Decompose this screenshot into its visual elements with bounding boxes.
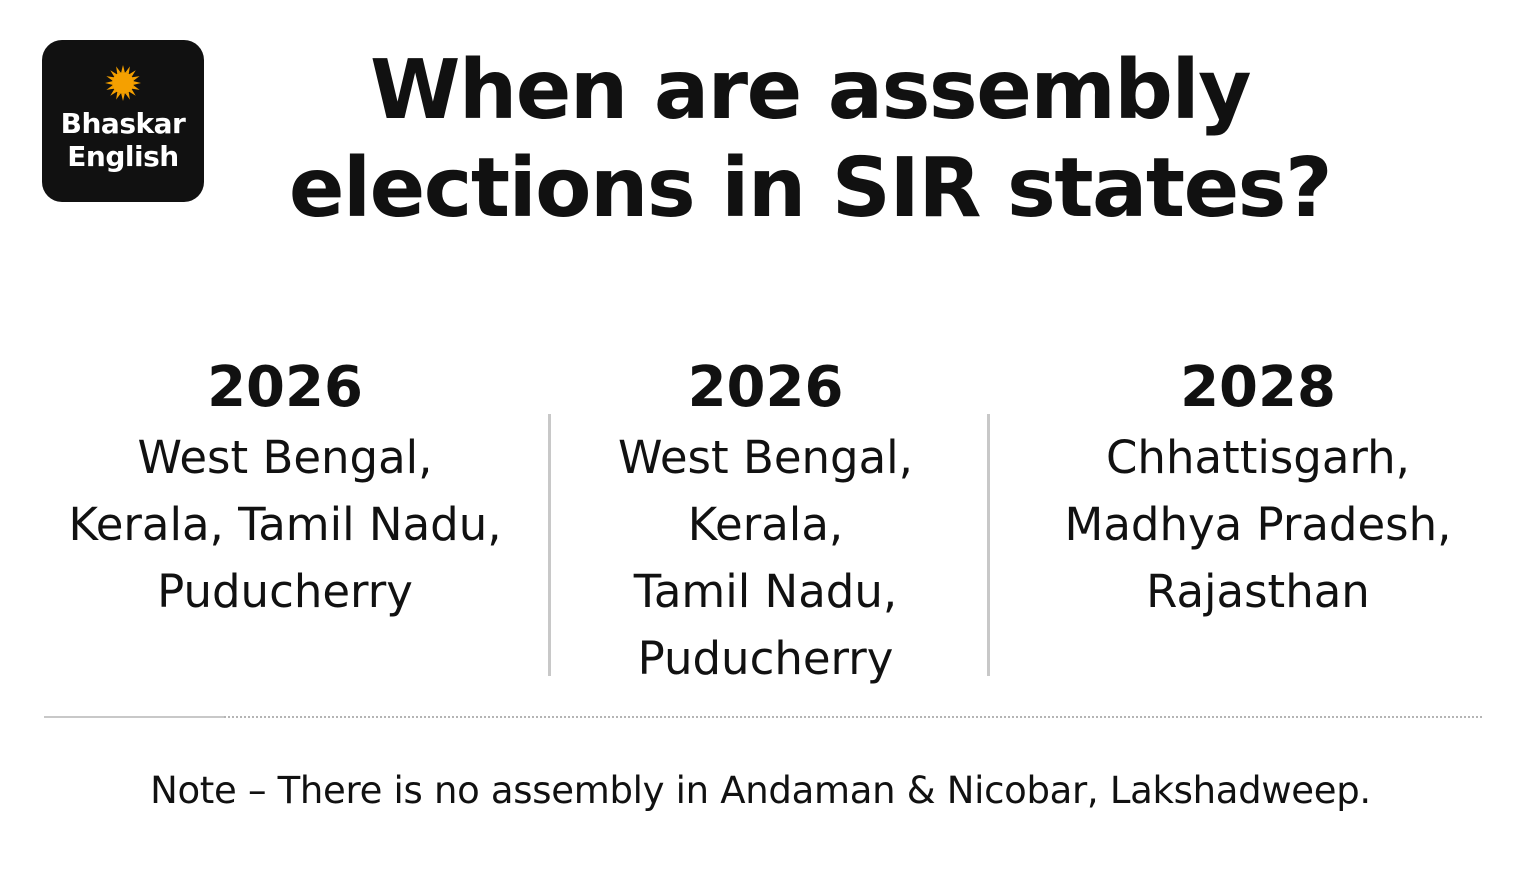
state-line: Kerala, (687, 498, 844, 551)
state-list: West Bengal, Kerala, Tamil Nadu, Puduche… (553, 424, 978, 692)
bhaskar-english-logo: Bhaskar English (42, 40, 204, 202)
election-year: 2028 (1180, 355, 1336, 420)
horizontal-divider (44, 716, 1482, 718)
state-line: Kerala, Tamil Nadu, (68, 498, 502, 551)
state-list: West Bengal, Kerala, Tamil Nadu, Puduche… (30, 424, 540, 625)
logo-text-line2: English (67, 140, 179, 173)
state-line: Puducherry (157, 565, 413, 618)
election-column-3: 2028 Chhattisgarh, Madhya Pradesh, Rajas… (995, 352, 1521, 625)
election-column-1: 2026 West Bengal, Kerala, Tamil Nadu, Pu… (30, 352, 540, 625)
election-column-2: 2026 West Bengal, Kerala, Tamil Nadu, Pu… (553, 352, 978, 692)
sun-icon (105, 65, 141, 101)
column-divider (548, 414, 551, 676)
footnote: Note – There is no assembly in Andaman &… (150, 769, 1371, 812)
election-year: 2026 (207, 355, 363, 420)
state-line: Chhattisgarh, (1106, 431, 1410, 484)
logo-text-line1: Bhaskar (60, 107, 186, 140)
page-title: When are assembly elections in SIR state… (230, 42, 1390, 238)
column-divider (987, 414, 990, 676)
election-year: 2026 (687, 355, 844, 420)
state-list: Chhattisgarh, Madhya Pradesh, Rajasthan (995, 424, 1521, 625)
title-line2: elections in SIR states? (288, 141, 1333, 236)
state-line: West Bengal, (618, 431, 913, 484)
horizontal-divider-accent (44, 716, 224, 718)
state-line: Madhya Pradesh, (1064, 498, 1452, 551)
state-line: Puducherry (637, 632, 894, 685)
state-line: Rajasthan (1146, 565, 1370, 618)
state-line: West Bengal, (137, 431, 433, 484)
state-line: Tamil Nadu, (633, 565, 898, 618)
title-line1: When are assembly (369, 43, 1252, 138)
